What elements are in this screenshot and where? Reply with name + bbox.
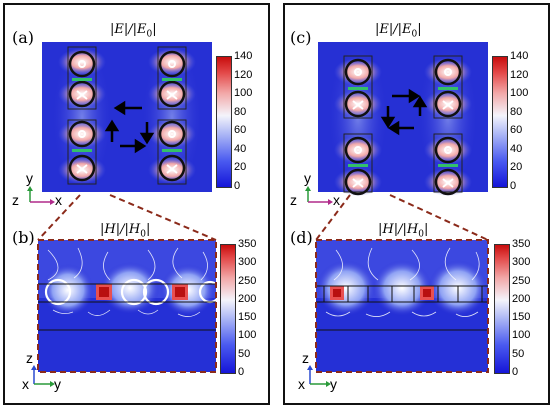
colorbar-e-left-tick: 80 (234, 105, 247, 118)
colorbar-h-left-tick: 350 (238, 238, 257, 250)
colorbar-h-left-tick: 100 (238, 329, 257, 342)
colorbar-e-right-tick: 120 (510, 68, 529, 81)
panel-a-title: |E|/|E0| (110, 22, 157, 40)
axis-x-label-c: x (333, 192, 340, 208)
colorbar-h-right-tick: 0 (512, 366, 519, 378)
panel-c-label: (c) (290, 28, 312, 47)
panel-c-field-map (318, 42, 488, 196)
colorbar-e-right-tick: 0 (510, 180, 517, 192)
colorbar-e-right-tick: 60 (510, 124, 523, 137)
panel-b-title: |H|/|H0| (100, 222, 151, 240)
colorbar-h-right-tick: 50 (512, 347, 525, 360)
colorbar-h-right-tick: 150 (512, 311, 531, 324)
axis-triad-b (31, 365, 55, 387)
axis-triad-d (307, 365, 331, 387)
colorbar-e-right-tick: 80 (510, 105, 523, 118)
axis-x-label-a: x (55, 192, 62, 208)
colorbar-h-left-tick: 200 (238, 292, 257, 305)
axis-x-label-d: x (298, 376, 305, 392)
colorbar-h-left-tick: 50 (238, 347, 251, 360)
colorbar-h-right (494, 244, 510, 374)
axis-triad-a (27, 186, 55, 205)
axis-y-label-b: y (54, 376, 61, 392)
colorbar-h-left-tick: 0 (238, 366, 245, 378)
axis-y-label-a: y (26, 170, 33, 186)
colorbar-h-right-tick: 350 (512, 238, 531, 250)
axis-x-label-b: x (22, 376, 29, 392)
colorbar-e-right-tick: 140 (510, 50, 529, 62)
panel-c-title: |E|/|E0| (375, 22, 422, 40)
colorbar-e-right-tick: 40 (510, 142, 523, 155)
axis-z-label-b: z (26, 350, 33, 366)
colorbar-h-left-tick: 150 (238, 311, 257, 324)
panel-d-field-map (316, 240, 488, 372)
panel-a-field-map (42, 42, 212, 192)
colorbar-e-left-tick: 20 (234, 161, 247, 174)
colorbar-h-left-tick: 300 (238, 256, 257, 269)
panel-b-field-map (38, 240, 222, 372)
colorbar-e-right (492, 56, 508, 188)
panel-b-label: (b) (12, 228, 35, 247)
colorbar-e-left (216, 56, 232, 188)
colorbar-h-right-tick: 100 (512, 329, 531, 342)
panel-a-label: (a) (12, 28, 35, 47)
axis-y-label-c: y (304, 170, 311, 186)
colorbar-e-left-tick: 60 (234, 124, 247, 137)
colorbar-h-left (220, 244, 236, 374)
colorbar-e-left-tick: 140 (234, 50, 253, 62)
colorbar-e-left-tick: 120 (234, 68, 253, 81)
colorbar-h-right-tick: 250 (512, 274, 531, 287)
colorbar-h-left-tick: 250 (238, 274, 257, 287)
colorbar-h-right-tick: 300 (512, 256, 531, 269)
colorbar-e-left-tick: 0 (234, 180, 241, 192)
panel-d-title: |H|/|H0| (378, 222, 429, 240)
colorbar-e-left-tick: 100 (234, 87, 253, 100)
panel-d-label: (d) (290, 228, 313, 247)
colorbar-e-right-tick: 20 (510, 161, 523, 174)
axis-z-label-a: z (12, 192, 19, 208)
colorbar-e-left-tick: 40 (234, 142, 247, 155)
axis-y-label-d: y (330, 376, 337, 392)
axis-z-label-c: z (290, 192, 297, 208)
colorbar-h-right-tick: 200 (512, 292, 531, 305)
colorbar-e-right-tick: 100 (510, 87, 529, 100)
axis-z-label-d: z (302, 350, 309, 366)
axis-triad-c (305, 186, 333, 205)
